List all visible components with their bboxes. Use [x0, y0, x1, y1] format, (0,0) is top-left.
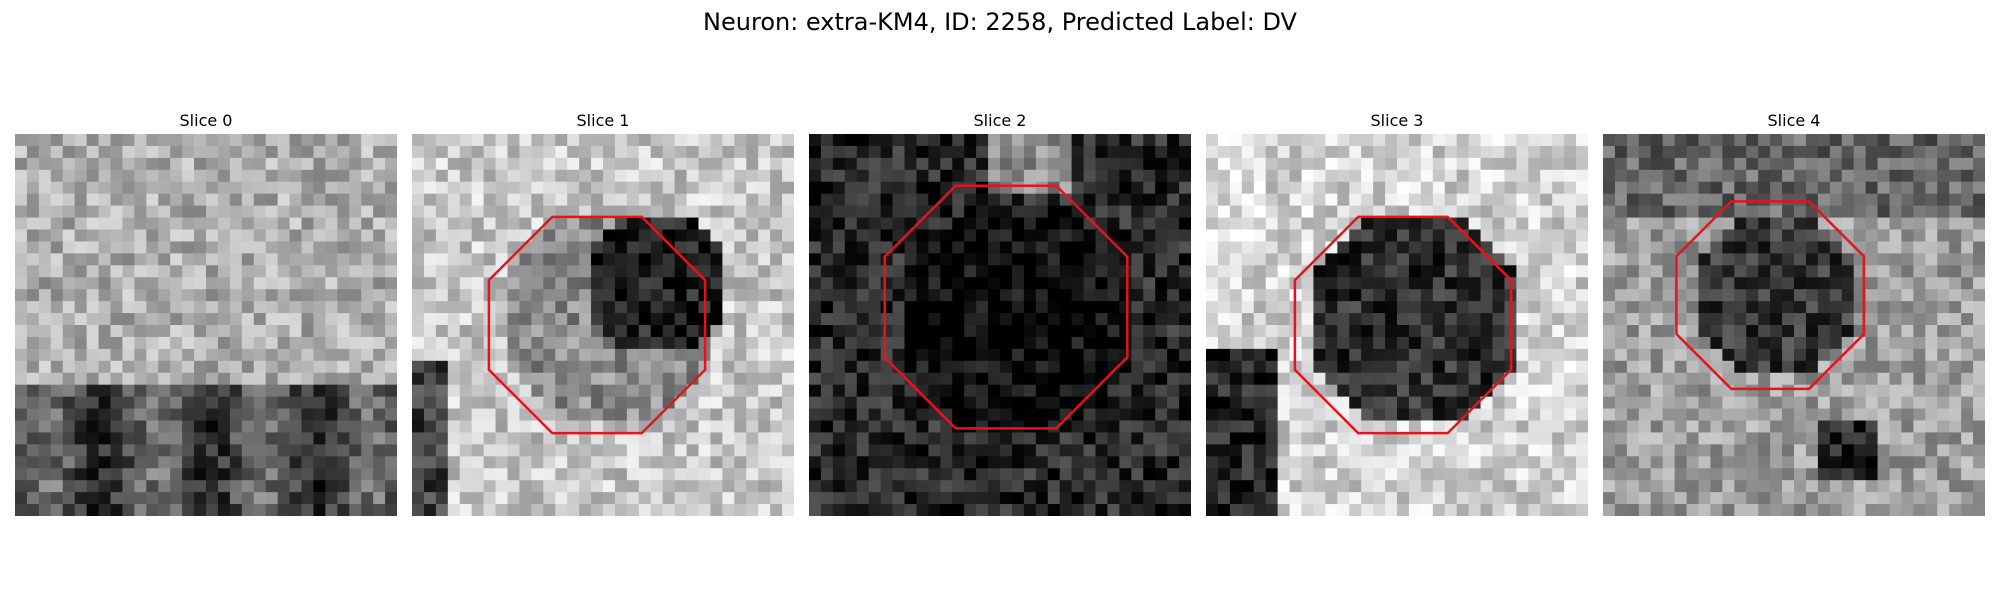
slice-panel-1: Slice 1 [412, 108, 794, 516]
slice-image [809, 134, 1191, 516]
figure-title: Neuron: extra-KM4, ID: 2258, Predicted L… [703, 8, 1297, 36]
roi-outline [1293, 215, 1513, 435]
slice-title: Slice 0 [179, 111, 233, 130]
roi-outline [487, 215, 707, 435]
slice-image [15, 134, 397, 516]
roi-outline [1675, 200, 1866, 391]
slice-image [1603, 134, 1985, 516]
slice-image [1206, 134, 1588, 516]
slice-title: Slice 2 [973, 111, 1027, 130]
roi-outline [883, 184, 1129, 430]
slice-panel-0: Slice 0 [15, 108, 397, 516]
slice-panel-3: Slice 3 [1206, 108, 1588, 516]
slice-panel-2: Slice 2 [809, 108, 1191, 516]
slice-title: Slice 3 [1370, 111, 1424, 130]
slice-title: Slice 4 [1767, 111, 1821, 130]
slice-image [412, 134, 794, 516]
slice-title: Slice 1 [576, 111, 630, 130]
slice-panel-4: Slice 4 [1603, 108, 1985, 516]
